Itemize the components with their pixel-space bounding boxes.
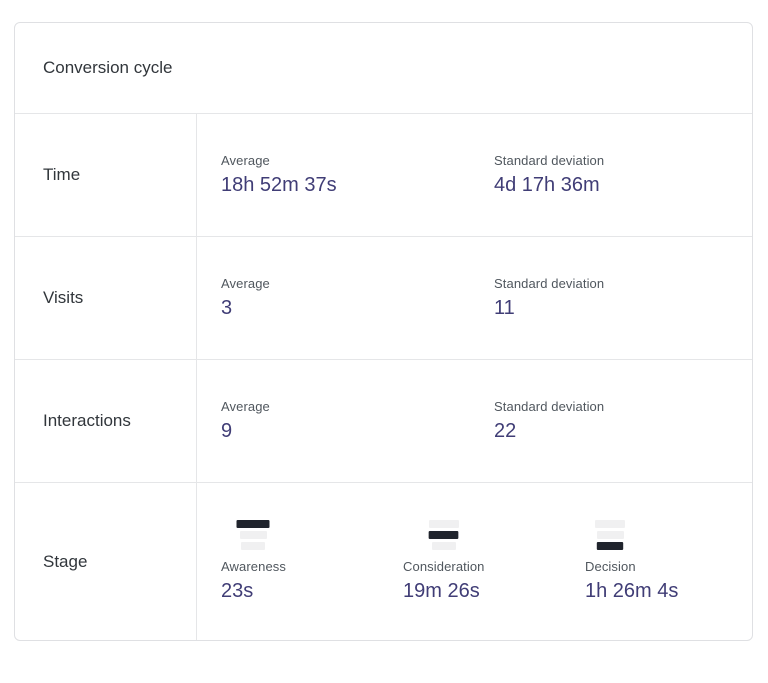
metric-label: Average [221, 153, 270, 168]
table-row-visits: Visits Average 3 Standard deviation 11 [15, 236, 752, 359]
metric-label: Standard deviation [494, 153, 605, 168]
metric-value: 22 [494, 420, 517, 442]
stage-value: 19m 26s [403, 580, 480, 602]
funnel-consideration-icon [428, 520, 459, 550]
table-row-interactions: Interactions Average 9 Standard deviatio… [15, 359, 752, 482]
row-content-stage: Awareness 23s Consideration 19m 26s [197, 483, 752, 640]
stage-awareness: Awareness 23s [221, 520, 403, 603]
metric-label: Average [221, 399, 270, 414]
funnel-decision-icon [595, 520, 626, 550]
stage-decision: Decision 1h 26m 4s [585, 520, 752, 603]
stage-label: Awareness [221, 559, 286, 574]
row-content-interactions: Average 9 Standard deviation 22 [197, 360, 752, 482]
stage-label: Consideration [403, 559, 485, 574]
metric-value: 18h 52m 37s [221, 174, 337, 196]
metric-time-standard-deviation: Standard deviation 4d 17h 36m [494, 153, 752, 197]
row-content-time: Average 18h 52m 37s Standard deviation 4… [197, 114, 752, 236]
metric-visits-average: Average 3 [221, 276, 494, 320]
metric-label: Standard deviation [494, 276, 605, 291]
card-header: Conversion cycle [15, 23, 752, 113]
metric-value: 3 [221, 297, 233, 319]
stage-label: Decision [585, 559, 636, 574]
metric-visits-standard-deviation: Standard deviation 11 [494, 276, 752, 320]
row-content-visits: Average 3 Standard deviation 11 [197, 237, 752, 359]
stage-value: 23s [221, 580, 254, 602]
table-row-time: Time Average 18h 52m 37s Standard deviat… [15, 113, 752, 236]
metric-value: 9 [221, 420, 233, 442]
row-label-visits: Visits [15, 237, 197, 359]
funnel-awareness-icon [236, 520, 270, 550]
conversion-cycle-card: Conversion cycle Time Average 18h 52m 37… [14, 22, 753, 641]
table-row-stage: Stage Awareness 23s [15, 482, 752, 640]
row-label-stage: Stage [15, 483, 197, 640]
metric-interactions-average: Average 9 [221, 399, 494, 443]
stage-consideration: Consideration 19m 26s [403, 520, 585, 603]
stage-value: 1h 26m 4s [585, 580, 679, 602]
metric-label: Average [221, 276, 270, 291]
metric-value: 4d 17h 36m [494, 174, 600, 196]
metric-label: Standard deviation [494, 399, 605, 414]
card-title: Conversion cycle [43, 58, 173, 77]
metric-interactions-standard-deviation: Standard deviation 22 [494, 399, 752, 443]
row-label-time: Time [15, 114, 197, 236]
row-label-interactions: Interactions [15, 360, 197, 482]
metric-value: 11 [494, 297, 515, 319]
metric-time-average: Average 18h 52m 37s [221, 153, 494, 197]
